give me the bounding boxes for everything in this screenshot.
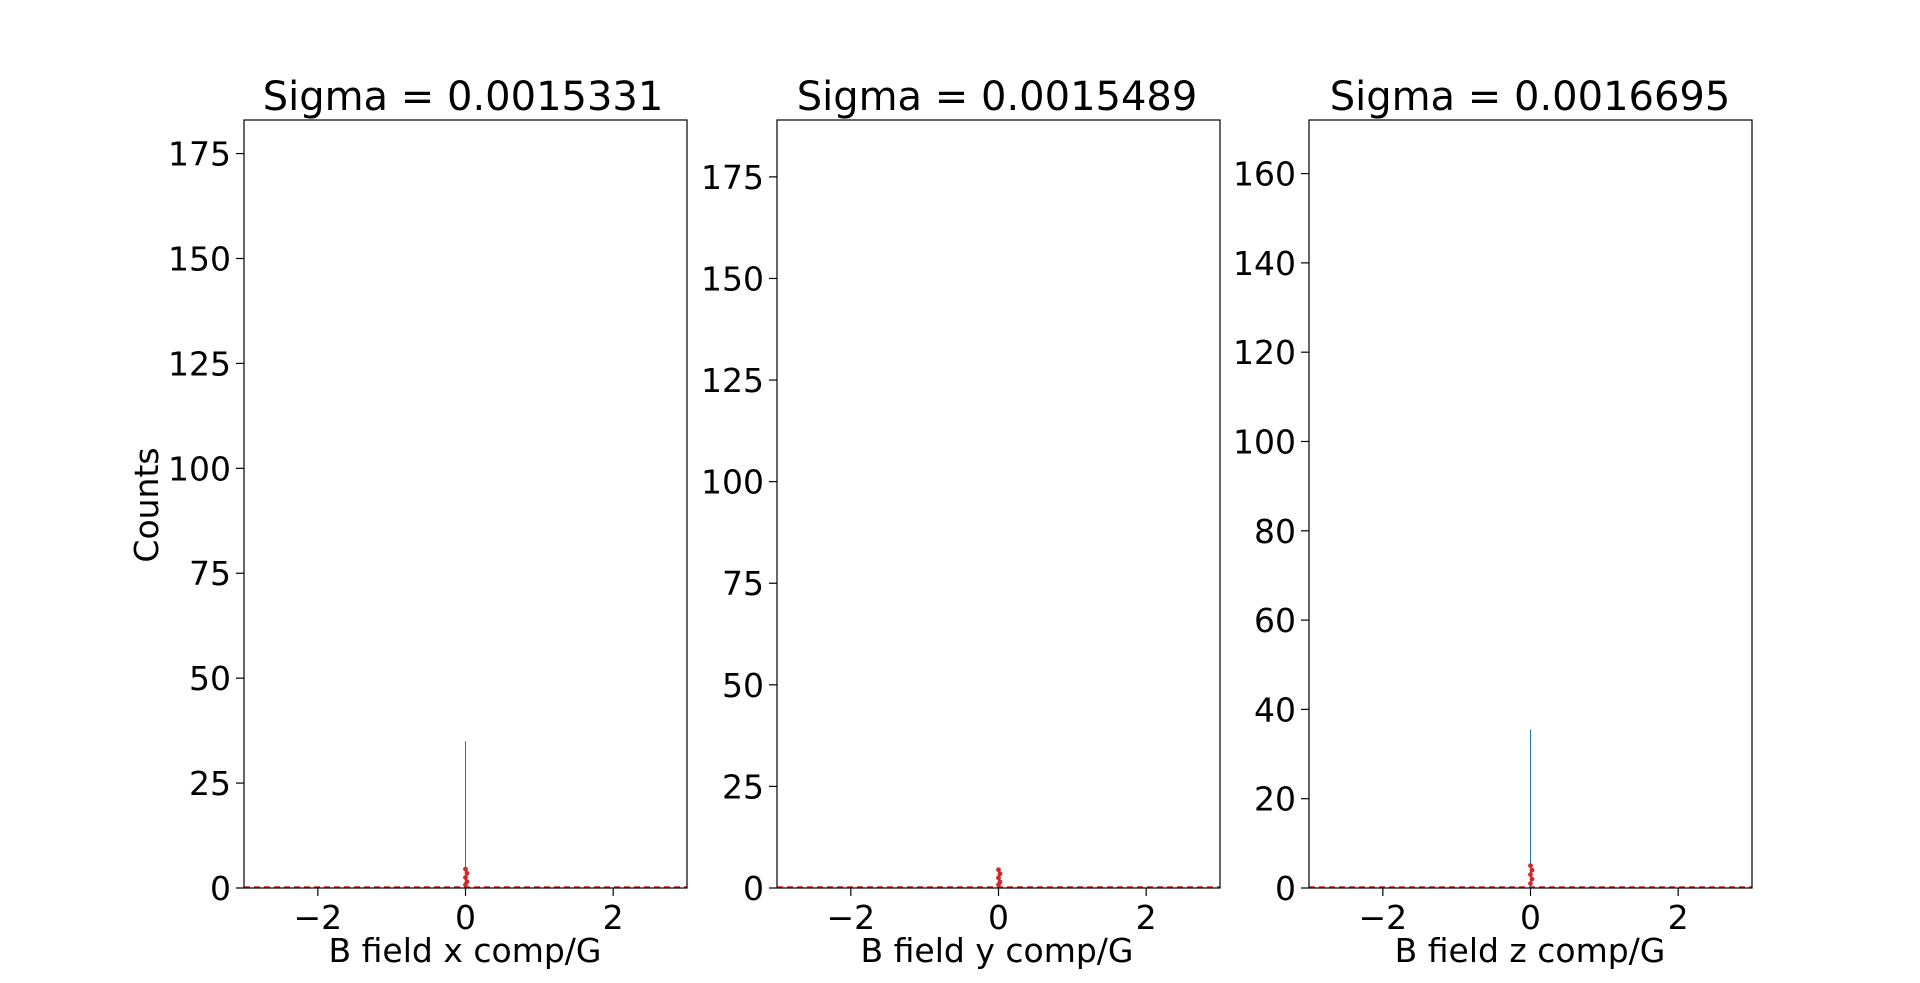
panel-z-fit-point <box>1528 863 1533 869</box>
panel-z-axes-frame <box>1308 119 1753 889</box>
panel-y-title: Sigma = 0.0015489 <box>797 74 1198 120</box>
panel-y: Sigma = 0.0015489 0 25 50 75 100 125 150 175 −2… <box>701 74 1221 970</box>
panel-x-x-ticks: −2 0 2 <box>294 888 624 937</box>
panel-y-x-tick-label: 2 <box>1136 898 1157 937</box>
panel-x-y-tick-label: 75 <box>189 554 231 593</box>
panel-y-y-tick-label: 100 <box>701 463 764 502</box>
panel-z-y-tick-label: 140 <box>1233 244 1296 283</box>
panel-x-y-ticks: 0 25 50 75 100 125 150 175 <box>168 135 244 908</box>
panel-y-y-tick-label: 25 <box>722 767 764 806</box>
panel-y-fit-point <box>996 875 1001 881</box>
panel-y-y-ticks: 0 25 50 75 100 125 150 175 <box>701 158 777 908</box>
panel-z-y-ticks: 0 20 40 60 80 100 120 140 160 <box>1233 155 1309 908</box>
panel-z-x-tick-label: 0 <box>1520 898 1541 937</box>
panel-y-y-tick-label: 125 <box>701 361 764 400</box>
panel-z-title: Sigma = 0.0016695 <box>1330 74 1731 120</box>
panel-y-x-axis-label: B field y comp/G <box>861 931 1134 970</box>
panel-y-y-tick-label: 50 <box>722 666 764 705</box>
panel-x-axes-frame <box>243 119 688 889</box>
panel-y-axes-frame <box>776 119 1221 889</box>
panel-z-y-tick-label: 60 <box>1254 601 1296 640</box>
panel-y-x-tick-label: −2 <box>827 898 876 937</box>
panel-y-x-ticks: −2 0 2 <box>827 888 1157 937</box>
panel-x-y-tick-label: 150 <box>168 239 231 278</box>
panel-z-y-tick-label: 0 <box>1275 869 1296 908</box>
panel-y-x-tick-label: 0 <box>988 898 1009 937</box>
panel-x-fit-point <box>463 882 468 888</box>
panel-x-fit-point <box>463 866 468 872</box>
panel-x-fit-point <box>464 870 470 876</box>
panel-z-y-tick-label: 160 <box>1233 155 1296 194</box>
panel-x-x-tick-label: −2 <box>294 898 343 937</box>
panel-y-fit-point <box>996 882 1001 888</box>
panel-x-marks <box>244 741 687 888</box>
panel-x-y-tick-label: 0 <box>210 869 231 908</box>
panel-y-marks <box>777 867 1220 888</box>
panel-z-x-tick-label: 2 <box>1668 898 1689 937</box>
panel-x-y-tick-label: 125 <box>168 344 231 383</box>
panel-z-x-ticks: −2 0 2 <box>1359 888 1689 937</box>
panel-z-x-tick-label: −2 <box>1359 898 1408 937</box>
panel-z-y-tick-label: 20 <box>1254 780 1296 819</box>
panel-z-y-tick-label: 120 <box>1233 333 1296 372</box>
panel-y-y-tick-label: 175 <box>701 158 764 197</box>
panel-x-x-axis-label: B field x comp/G <box>329 931 602 970</box>
panel-z-x-axis-label: B field z comp/G <box>1395 931 1666 970</box>
panel-z-marks <box>1309 729 1752 888</box>
panel-x: Sigma = 0.0015331 0 25 50 75 100 125 150 175 −2… <box>127 74 688 970</box>
panel-x-y-axis-label: Counts <box>127 447 166 562</box>
panel-x-y-tick-label: 175 <box>168 135 231 174</box>
panel-y-y-tick-label: 150 <box>701 259 764 298</box>
panel-z-y-tick-label: 100 <box>1233 422 1296 461</box>
panel-x-x-tick-label: 2 <box>603 898 624 937</box>
panel-y-y-tick-label: 75 <box>722 564 764 603</box>
panel-z-fit-point <box>1529 876 1535 882</box>
panel-z-fit-point <box>1528 881 1533 886</box>
panel-y-fit-point <box>997 871 1003 877</box>
panel-x-y-tick-label: 25 <box>189 764 231 803</box>
panel-y-fit-point <box>996 867 1001 873</box>
panel-x-y-tick-label: 100 <box>168 449 231 488</box>
panel-z-y-tick-label: 40 <box>1254 690 1296 729</box>
panel-z: Sigma = 0.0016695 020406080100120140160 … <box>1233 74 1753 970</box>
panel-z-fit-point <box>1529 867 1535 873</box>
panel-z-y-tick-label: 80 <box>1254 512 1296 551</box>
panel-x-y-tick-label: 50 <box>189 659 231 698</box>
panel-x-title: Sigma = 0.0015331 <box>263 74 664 120</box>
panel-y-y-tick-label: 0 <box>743 869 764 908</box>
panel-z-fit-point <box>1528 872 1533 878</box>
panel-x-fit-point <box>463 875 468 880</box>
panel-x-x-tick-label: 0 <box>455 898 476 937</box>
